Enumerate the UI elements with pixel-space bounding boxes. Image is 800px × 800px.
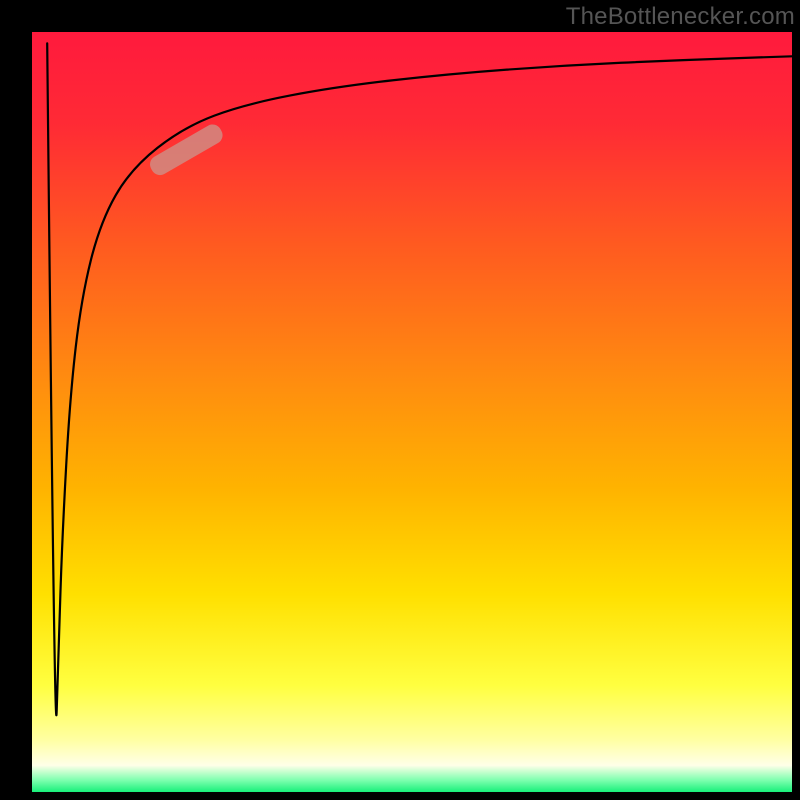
chart-svg [32, 32, 792, 792]
watermark-label: TheBottlenecker.com [566, 3, 795, 31]
chart-stage: TheBottlenecker.com [0, 0, 800, 800]
plot-background [32, 32, 792, 792]
